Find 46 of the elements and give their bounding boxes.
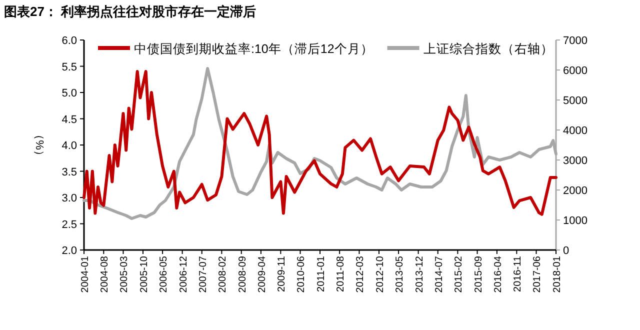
y-tick-label: 5.5 (62, 61, 77, 74)
x-tick-label: 2006-12 (178, 256, 190, 293)
y2-tick-label: 5000 (563, 95, 588, 107)
y-axis-title: （%） (33, 129, 45, 161)
y2-tick-label: 0 (563, 245, 570, 257)
y-tick-label: 3.5 (62, 166, 77, 178)
y-tick-label: 4.0 (62, 140, 77, 152)
y2-tick-label: 1000 (563, 215, 588, 227)
x-tick-label: 2009-11 (276, 256, 288, 292)
x-tick-label: 2006-05 (158, 256, 170, 293)
y-tick-label: 3.0 (62, 192, 77, 204)
x-tick-label: 2015-02 (454, 256, 465, 293)
x-tick-label: 2016-11 (512, 256, 524, 292)
x-tick-label: 2014-07 (434, 256, 445, 293)
y2-tick-label: 4000 (563, 125, 588, 137)
y-tick-label: 2.5 (62, 218, 77, 231)
x-tick-label: 2010-06 (296, 256, 308, 293)
x-tick-label: 2012-10 (374, 256, 386, 293)
y2-tick-label: 3000 (563, 155, 588, 167)
x-tick-label: 2011-08 (336, 256, 347, 292)
x-tick-label: 2011-01 (316, 256, 327, 292)
y-tick-label: 5.0 (62, 88, 77, 100)
x-tick-label: 2005-10 (138, 256, 150, 293)
x-tick-label: 2012-03 (355, 256, 366, 293)
x-tick-label: 2004-01 (80, 256, 91, 293)
x-tick-label: 2013-12 (414, 256, 426, 293)
x-tick-label: 2018-01 (552, 256, 563, 293)
y2-tick-label: 7000 (563, 35, 588, 47)
x-tick-label: 2015-09 (473, 256, 484, 293)
x-tick-label: 2017-06 (532, 256, 544, 293)
y-tick-label: 6.0 (62, 35, 77, 47)
chart-title: 图表27： 利率拐点往往对股市存在一定滞后 (4, 4, 256, 19)
x-tick-label: 2016-04 (492, 256, 504, 293)
legend-label: 中债国债到期收益率:10年（滞后12个月） (134, 41, 374, 56)
x-tick-label: 2008-09 (237, 256, 248, 293)
x-tick-label: 2009-04 (256, 256, 268, 293)
x-tick-label: 2013-05 (394, 256, 406, 293)
x-tick-label: 2007-07 (198, 256, 209, 293)
y2-tick-label: 2000 (563, 185, 588, 197)
x-tick-label: 2005-03 (119, 256, 130, 293)
x-tick-label: 2008-02 (218, 256, 229, 293)
x-tick-label: 2004-08 (100, 256, 111, 293)
y-tick-label: 2.0 (62, 245, 77, 257)
y-tick-label: 4.5 (62, 114, 77, 126)
legend-label: 上证综合指数（右轴） (423, 42, 554, 56)
y2-tick-label: 6000 (563, 65, 588, 77)
